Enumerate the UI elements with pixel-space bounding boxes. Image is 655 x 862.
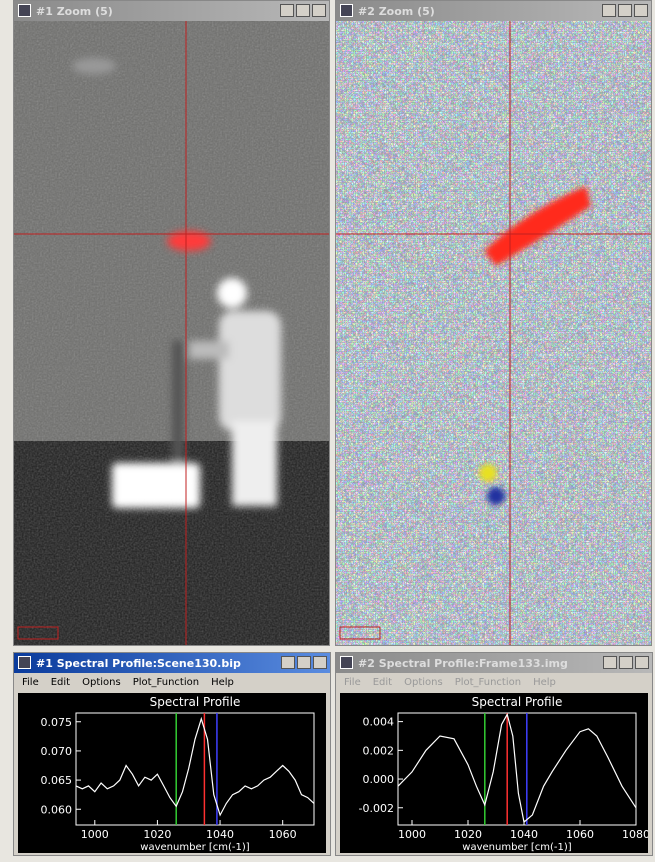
zoom-window: #1 Zoom (5) [13,0,330,646]
zoom-window: #2 Zoom (5) [335,0,652,646]
y-tick-label: 0.075 [41,716,73,729]
x-tick-label: 1040 [510,828,538,841]
x-tick-label: 1060 [269,828,297,841]
plot-frame [398,713,636,825]
profile-window: #2 Spectral Profile:Frame133.img File Edi… [335,652,653,856]
window-icon [18,4,31,17]
close-button[interactable] [634,4,648,17]
y-tick-label: 0.070 [41,745,73,758]
window-title: #1 Spectral Profile:Scene130.bip [36,657,241,670]
zoom-image [336,21,651,645]
maximize-button[interactable] [618,4,632,17]
window-title: #2 Zoom (5) [358,5,435,18]
menu-bar: File Edit Options Plot_Function Help [336,673,652,691]
x-tick-label: 1000 [81,828,109,841]
x-tick-label: 1040 [206,828,234,841]
maximize-button[interactable] [619,656,633,669]
y-tick-label: 0.002 [363,744,395,757]
noise [336,21,651,645]
y-tick-label: 0.004 [363,716,395,729]
close-button[interactable] [312,4,326,17]
window-icon [340,4,353,17]
zoom-image [14,21,329,645]
menu-item[interactable]: Options [82,677,121,688]
maximize-button[interactable] [297,656,311,669]
menu-item[interactable]: Plot_Function [455,677,521,688]
y-tick-label: -0.002 [359,802,394,815]
window-title: #2 Spectral Profile:Frame133.img [358,657,568,670]
menu-item[interactable]: Edit [373,677,392,688]
minimize-button[interactable] [281,656,295,669]
chart-title: Spectral Profile [472,695,563,709]
spectrum-line [398,714,636,822]
minimize-button[interactable] [280,4,294,17]
window-icon [340,656,353,669]
menu-item[interactable]: Plot_Function [133,677,199,688]
menu-item[interactable]: Edit [51,677,70,688]
noise [14,21,329,645]
chart-title: Spectral Profile [150,695,241,709]
profile-window: #1 Spectral Profile:Scene130.bip File Edi… [13,652,331,856]
menu-item[interactable]: File [22,677,39,688]
menu-item[interactable]: Help [211,677,234,688]
menu-item[interactable]: Options [404,677,443,688]
title-bar: #1 Zoom (5) [14,1,329,21]
x-tick-label: 1060 [566,828,594,841]
title-bar: #1 Spectral Profile:Scene130.bip [14,653,330,673]
title-bar: #2 Zoom (5) [336,1,651,21]
x-tick-label: 1080 [622,828,648,841]
x-axis-label: wavenumber [cm(-1)] [462,842,571,853]
x-tick-label: 1020 [143,828,171,841]
y-tick-label: 0.060 [41,803,73,816]
minimize-button[interactable] [602,4,616,17]
window-icon [18,656,31,669]
x-tick-label: 1000 [398,828,426,841]
chart: Spectral Profile 0.060 0.065 0.070 0.075 1000… [18,693,326,853]
chart: Spectral Profile -0.002 0.000 0.002 0.004 100… [340,693,648,853]
menu-item[interactable]: File [344,677,361,688]
y-tick-label: 0.000 [363,773,395,786]
close-button[interactable] [635,656,649,669]
x-tick-label: 1020 [454,828,482,841]
x-axis-label: wavenumber [cm(-1)] [140,842,249,853]
maximize-button[interactable] [296,4,310,17]
menu-item[interactable]: Help [533,677,556,688]
title-bar: #2 Spectral Profile:Frame133.img [336,653,652,673]
spectrum-line [76,719,314,815]
y-tick-label: 0.065 [41,774,73,787]
close-button[interactable] [313,656,327,669]
page: #1 Zoom (5) #2 Zoom (5) #1 Spectral Prof… [0,0,655,862]
minimize-button[interactable] [603,656,617,669]
menu-bar: File Edit Options Plot_Function Help [14,673,330,691]
window-title: #1 Zoom (5) [36,5,113,18]
